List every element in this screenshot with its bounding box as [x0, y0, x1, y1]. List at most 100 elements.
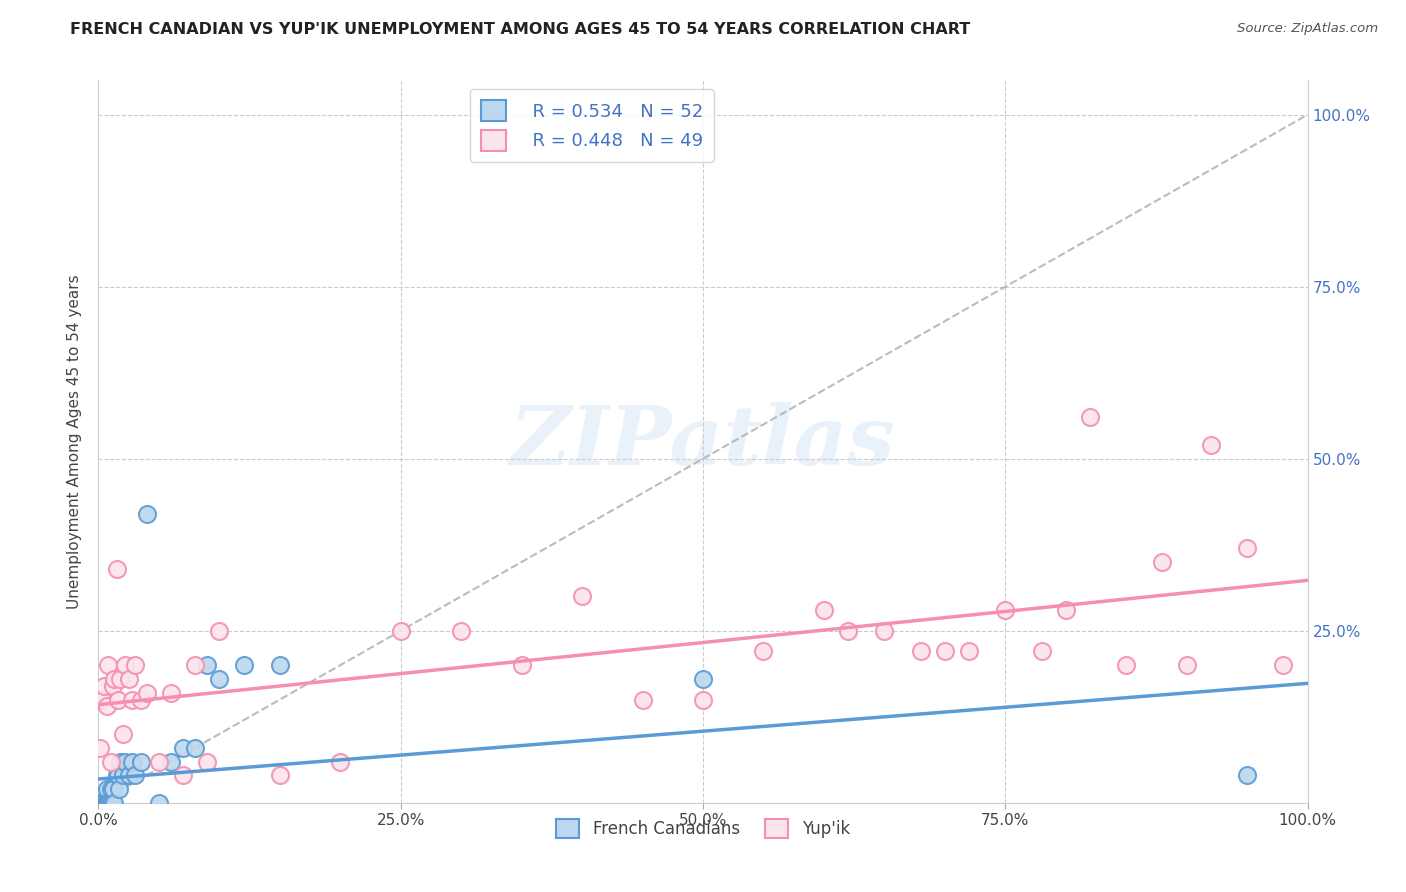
Point — [195, 755, 218, 769]
Point — [692, 692, 714, 706]
Point — [96, 699, 118, 714]
Point — [172, 768, 194, 782]
Point — [108, 755, 131, 769]
Point — [195, 658, 218, 673]
Point — [107, 692, 129, 706]
Point — [96, 796, 118, 810]
Point — [124, 768, 146, 782]
Point — [98, 796, 121, 810]
Point — [121, 755, 143, 769]
Point — [103, 796, 125, 810]
Point — [208, 624, 231, 638]
Point — [1115, 658, 1137, 673]
Point — [1152, 555, 1174, 569]
Point — [631, 692, 654, 706]
Point — [90, 796, 112, 810]
Point — [89, 796, 111, 810]
Point — [97, 796, 120, 810]
Y-axis label: Unemployment Among Ages 45 to 54 years: Unemployment Among Ages 45 to 54 years — [67, 274, 83, 609]
Point — [93, 796, 115, 810]
Point — [105, 562, 128, 576]
Point — [1054, 603, 1077, 617]
Point — [101, 679, 124, 693]
Point — [934, 644, 956, 658]
Point — [1199, 438, 1222, 452]
Text: ZIPatlas: ZIPatlas — [510, 401, 896, 482]
Point — [93, 796, 115, 810]
Point — [91, 796, 114, 810]
Point — [957, 644, 980, 658]
Point — [129, 692, 152, 706]
Point — [114, 658, 136, 673]
Point — [148, 796, 170, 810]
Point — [97, 658, 120, 673]
Point — [93, 679, 115, 693]
Point — [94, 796, 117, 810]
Point — [124, 658, 146, 673]
Point — [752, 644, 775, 658]
Point — [89, 740, 111, 755]
Point — [100, 755, 122, 769]
Point — [232, 658, 254, 673]
Point — [111, 768, 134, 782]
Point — [91, 796, 114, 810]
Point — [94, 796, 117, 810]
Point — [1236, 541, 1258, 556]
Point — [97, 796, 120, 810]
Point — [114, 755, 136, 769]
Point — [101, 782, 124, 797]
Point — [100, 796, 122, 810]
Point — [90, 796, 112, 810]
Point — [89, 796, 111, 810]
Point — [1175, 658, 1198, 673]
Point — [107, 768, 129, 782]
Point — [91, 796, 114, 810]
Point — [135, 507, 157, 521]
Point — [160, 755, 183, 769]
Point — [105, 768, 128, 782]
Point — [121, 692, 143, 706]
Point — [1272, 658, 1295, 673]
Point — [91, 796, 114, 810]
Point — [93, 796, 115, 810]
Point — [91, 796, 114, 810]
Point — [118, 672, 141, 686]
Point — [269, 768, 291, 782]
Point — [91, 692, 114, 706]
Point — [103, 672, 125, 686]
Point — [100, 782, 122, 797]
Point — [994, 603, 1017, 617]
Point — [184, 658, 207, 673]
Point — [148, 755, 170, 769]
Point — [135, 686, 157, 700]
Text: Source: ZipAtlas.com: Source: ZipAtlas.com — [1237, 22, 1378, 36]
Legend: French Canadians, Yup'ik: French Canadians, Yup'ik — [550, 813, 856, 845]
Point — [172, 740, 194, 755]
Point — [98, 796, 121, 810]
Point — [160, 686, 183, 700]
Point — [269, 658, 291, 673]
Point — [208, 672, 231, 686]
Point — [96, 782, 118, 797]
Point — [118, 768, 141, 782]
Text: FRENCH CANADIAN VS YUP'IK UNEMPLOYMENT AMONG AGES 45 TO 54 YEARS CORRELATION CHA: FRENCH CANADIAN VS YUP'IK UNEMPLOYMENT A… — [70, 22, 970, 37]
Point — [108, 672, 131, 686]
Point — [873, 624, 896, 638]
Point — [837, 624, 859, 638]
Point — [129, 755, 152, 769]
Point — [389, 624, 412, 638]
Point — [1236, 768, 1258, 782]
Point — [108, 782, 131, 797]
Point — [111, 727, 134, 741]
Point — [329, 755, 352, 769]
Point — [692, 672, 714, 686]
Point — [813, 603, 835, 617]
Point — [571, 590, 593, 604]
Point — [184, 740, 207, 755]
Point — [510, 658, 533, 673]
Point — [100, 796, 122, 810]
Point — [91, 796, 114, 810]
Point — [1078, 410, 1101, 425]
Point — [90, 796, 112, 810]
Point — [89, 796, 111, 810]
